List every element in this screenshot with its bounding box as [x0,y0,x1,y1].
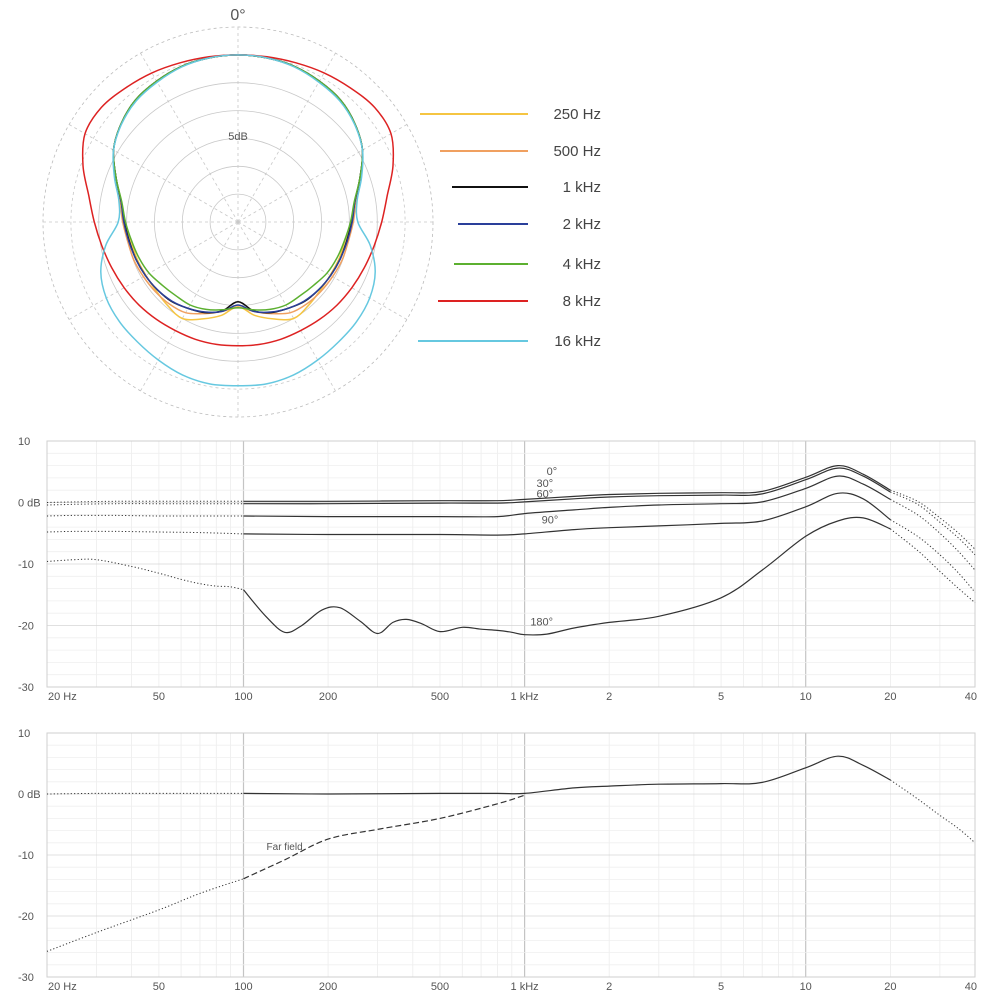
polar-spoke [68,221,239,320]
y-tick-label: -30 [18,682,34,694]
series-label-0-: 0° [547,466,558,478]
series-60--low [46,514,244,517]
series-60--high [890,498,976,571]
series-response [243,755,891,795]
series-180--high [890,528,976,604]
plot-frame [46,440,976,688]
legend-label-2-khz: 2 kHz [563,216,601,233]
x-tick-label: 20 [884,691,896,703]
frequency-response-chart-angles: 20 Hz 50 100 200 500 1 kHz 2 5 10 20 40 10 0 dB -10 -2… [18,436,977,703]
series-0--high [890,489,976,550]
x-tick-label: 100 [234,691,252,703]
series-label-90-: 90° [542,514,559,526]
polar-spoke [237,221,408,320]
x-tick-label: 2 [606,691,612,703]
polar-spoke [237,52,336,223]
legend-label-500-hz: 500 Hz [553,143,601,160]
polar-spoke [237,221,336,392]
y-tick-label: -10 [18,559,34,571]
legend-label-16-khz: 16 kHz [554,333,601,350]
series-response-high [890,779,976,844]
polar-curve-8-khz [81,54,395,347]
series-0--low [46,500,244,503]
y-tick-label: 10 [18,436,30,448]
series-response-low [46,792,244,795]
legend-label-8-khz: 8 kHz [563,293,601,310]
series-0- [243,464,891,502]
series-60- [243,475,891,518]
polar-spoke [140,221,239,392]
series-far-field-dotted [46,878,244,952]
series-label-30-: 30° [536,478,553,490]
legend-label-4-khz: 4 kHz [563,256,601,273]
x-tick-label: 500 [431,691,449,703]
series-30- [243,467,891,505]
series-90--high [890,519,976,593]
x-tick-label: 50 [153,691,165,703]
x-tick-label: 200 [319,691,337,703]
series-90- [243,492,891,536]
frequency-response-chart-proximity: 20 Hz 50 100 200 500 1 kHz 2 5 10 20 40 10 0 dB -10 -2… [18,728,977,993]
x-tick-label: 5 [718,691,724,703]
x-tick-label: 40 [965,981,977,993]
polar-curve-16-khz [100,54,376,387]
x-tick-label: 5 [718,981,724,993]
x-tick-label: 1 kHz [511,981,539,993]
polar-pattern-chart: 0° 5dB [42,7,434,418]
series-180--low [46,558,244,591]
x-tick-label: 500 [431,981,449,993]
x-tick-label: 40 [965,691,977,703]
annotation-far-field: Far field [267,842,303,853]
x-tick-label: 20 Hz [48,691,77,703]
y-tick-label: 0 dB [18,498,41,510]
y-tick-label: -20 [18,621,34,633]
polar-top-label: 0° [230,7,245,24]
legend-label-1-khz: 1 kHz [563,179,601,196]
series-far-field-dashed [243,794,525,880]
polar-spoke [140,52,239,223]
x-tick-label: 1 kHz [511,691,539,703]
x-tick-label: 10 [800,691,812,703]
y-tick-label: 0 dB [18,789,41,801]
series-label-60-: 60° [536,489,553,501]
y-tick-label: -30 [18,972,34,984]
series-30--high [890,491,976,556]
series-90--low [46,530,244,535]
polar-ring-label: 5dB [228,131,248,143]
series-180- [243,516,891,636]
y-tick-label: 10 [18,728,30,740]
polar-ring [209,193,267,251]
legend-label-250-hz: 250 Hz [553,106,601,123]
polar-legend: 250 Hz 500 Hz 1 kHz 2 kHz 4 kHz 8 kHz 16 kHz [418,106,601,350]
polar-spoke [68,124,239,223]
x-tick-label: 200 [319,981,337,993]
x-tick-label: 50 [153,981,165,993]
polar-spoke [237,124,408,223]
plot-frame [46,732,976,978]
series-30--low [46,503,244,506]
series-label-180-: 180° [530,617,553,629]
y-tick-label: -10 [18,850,34,862]
x-tick-label: 10 [800,981,812,993]
x-tick-label: 2 [606,981,612,993]
y-tick-label: -20 [18,911,34,923]
x-tick-label: 20 [884,981,896,993]
polar-ring [126,110,350,334]
x-tick-label: 100 [234,981,252,993]
x-tick-label: 20 Hz [48,981,77,993]
